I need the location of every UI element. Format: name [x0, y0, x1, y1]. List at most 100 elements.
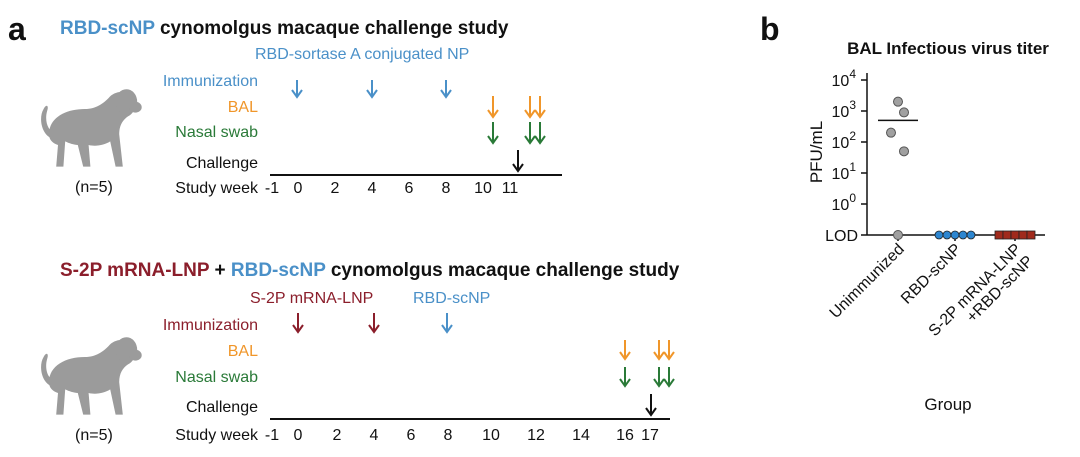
- study1-bal-arrow: [524, 96, 536, 119]
- study2-bal-arrow: [663, 340, 675, 361]
- y-tick-label-10-2: 102: [832, 129, 857, 152]
- study2-nasal-arrow: [619, 367, 631, 388]
- study1-week: 2: [331, 180, 340, 197]
- y-tick-label-10-1: 101: [832, 160, 857, 183]
- study2-week: 16: [616, 427, 634, 444]
- study1-title: RBD-scNP cynomolgus macaque challenge st…: [60, 18, 509, 39]
- study1-nasal-arrow: [487, 122, 499, 145]
- study1-week: 8: [442, 180, 451, 197]
- study1-bal-arrow: [534, 96, 546, 119]
- study2-nasal-arrow: [653, 367, 665, 388]
- chart-title: BAL Infectious virus titer: [847, 39, 1049, 58]
- study1-nasal-arrow: [524, 122, 536, 145]
- study1-nasal-arrow: [534, 122, 546, 145]
- study2-week: 0: [294, 427, 303, 444]
- study2-immunization-arrow: [368, 313, 380, 334]
- study1-challenge-label: Challenge: [186, 155, 258, 172]
- x-axis-label: Group: [924, 395, 971, 414]
- study1-immunization-arrow: [291, 80, 303, 99]
- study2-week: -1: [265, 427, 279, 444]
- study1-title-rest: cynomolgus macaque challenge study: [155, 18, 509, 39]
- study2-immunization-arrow: [441, 313, 453, 334]
- study2-immunization-arrow: [292, 313, 304, 334]
- data-point: [899, 146, 909, 157]
- study2-title-mrna: S-2P mRNA-LNP: [60, 260, 210, 281]
- data-point: [958, 230, 968, 240]
- study2-week-label: Study week: [175, 427, 259, 444]
- data-point: [893, 230, 903, 240]
- study1-arrows: [291, 80, 546, 173]
- data-point: [994, 230, 1004, 240]
- study2-nasal-arrow: [663, 367, 675, 388]
- macaque-icon: [41, 337, 142, 415]
- study1-week: 0: [294, 180, 303, 197]
- study2-week: 6: [407, 427, 416, 444]
- study2-title-rest: cynomolgus macaque challenge study: [326, 260, 680, 281]
- data-point: [942, 230, 952, 240]
- panel-letter-b: b: [760, 11, 780, 47]
- x-tick-label: Unimmunized: [827, 241, 908, 322]
- data-point: [1010, 230, 1020, 240]
- y-axis-label: PFU/mL: [807, 121, 826, 183]
- study2-nasal-label: Nasal swab: [175, 369, 258, 386]
- panel-letter-a: a: [8, 11, 26, 47]
- study1-immunization-arrow: [440, 80, 452, 99]
- study1-immunization-arrow: [366, 80, 378, 99]
- data-point: [893, 96, 903, 107]
- study2-bal-arrow: [653, 340, 665, 361]
- study2-title-plus: +: [209, 260, 231, 281]
- study2-vaccine1-label: S-2P mRNA-LNP: [250, 290, 373, 307]
- y-tick-label-lod: LOD: [825, 228, 858, 245]
- study1-week: -1: [265, 180, 279, 197]
- data-point: [966, 230, 976, 240]
- study1-week-label: Study week: [175, 180, 259, 197]
- study1-bal-label: BAL: [228, 99, 258, 116]
- study1-vaccine-label: RBD-sortase A conjugated NP: [255, 46, 469, 63]
- study2-n-label: (n=5): [75, 427, 113, 444]
- study2-week: 12: [527, 427, 545, 444]
- data-point: [1026, 230, 1036, 240]
- study2-vaccine2-label: RBD-scNP: [413, 290, 490, 307]
- x-category-labels: Unimmunized RBD-scNP S-2P mRNA-LNP +RBD-…: [827, 241, 1037, 340]
- study2-title: S-2P mRNA-LNP + RBD-scNP cynomolgus maca…: [60, 260, 680, 281]
- y-tick-label-10-3: 103: [832, 98, 857, 121]
- study2-title-rbd: RBD-scNP: [231, 260, 326, 281]
- study1-title-rbd: RBD-scNP: [60, 18, 155, 39]
- study2-week: 17: [641, 427, 659, 444]
- study2-immunization-label: Immunization: [163, 317, 258, 334]
- study2-week: 8: [444, 427, 453, 444]
- study2-arrows: [292, 313, 675, 417]
- study2-week-ticks: -1 0 2 4 6 8 10 12 14 16 17: [265, 427, 659, 444]
- study2-challenge-arrow: [645, 394, 657, 417]
- data-point: [886, 127, 896, 138]
- study2-week: 4: [370, 427, 379, 444]
- study1-nasal-label: Nasal swab: [175, 124, 258, 141]
- data-point: [899, 107, 909, 118]
- study1-week: 6: [405, 180, 414, 197]
- study1-week: 11: [502, 180, 519, 197]
- study2-week: 10: [482, 427, 500, 444]
- data-point: [950, 230, 960, 240]
- data-point: [1018, 230, 1028, 240]
- study2-bal-arrow: [619, 340, 631, 361]
- study1-week: 10: [474, 180, 492, 197]
- y-tick-label-10-4: 104: [832, 67, 857, 90]
- study1-bal-arrow: [487, 96, 499, 119]
- study2-challenge-label: Challenge: [186, 399, 258, 416]
- study1-immunization-label: Immunization: [163, 73, 258, 90]
- study1-challenge-arrow: [512, 150, 524, 173]
- study2-week: 14: [572, 427, 590, 444]
- study2-week: 2: [333, 427, 342, 444]
- study1-week-ticks: -1 0 2 4 6 8 10 11: [265, 180, 519, 197]
- data-point: [934, 230, 944, 240]
- macaque-icon: [41, 89, 142, 167]
- y-tick-labels: 104 103 102 101 100 LOD: [825, 67, 858, 245]
- data-points: [878, 96, 1036, 240]
- data-point: [1002, 230, 1012, 240]
- study1-week: 4: [368, 180, 377, 197]
- study2-bal-label: BAL: [228, 343, 258, 360]
- y-tick-label-10-0: 100: [832, 191, 857, 214]
- study1-n-label: (n=5): [75, 179, 113, 196]
- y-ticks: [861, 79, 867, 236]
